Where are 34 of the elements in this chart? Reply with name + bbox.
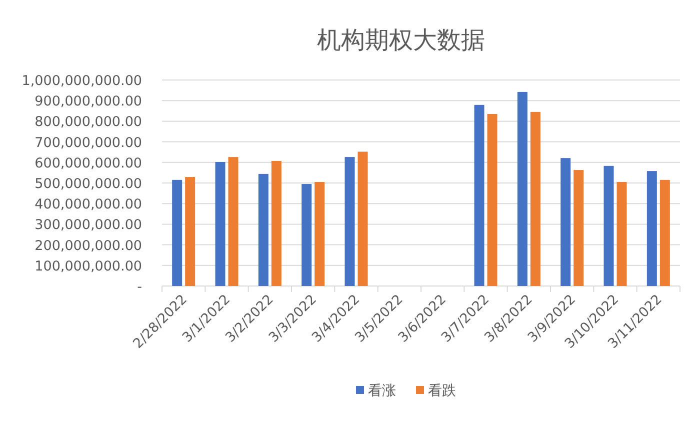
y-tick-label: 100,000,000.00 [34,258,142,274]
bar [358,152,368,286]
y-tick-label: 700,000,000.00 [34,134,142,151]
bar [604,166,614,286]
bar [215,162,226,286]
bar [530,112,540,286]
bar [258,174,268,286]
bar [616,182,627,286]
bar [474,104,484,286]
bar [646,171,657,286]
legend-label: 看涨 [368,383,396,399]
y-tick-label: 400,000,000.00 [34,196,142,213]
y-tick-label: - [137,279,142,295]
bar [574,170,584,286]
chart-title: 机构期权大数据 [317,26,485,54]
y-tick-label: 200,000,000.00 [34,238,142,254]
bar [487,114,498,286]
legend-label: 看跌 [428,383,456,399]
bar [344,157,355,286]
bar [560,158,571,286]
y-tick-label: 500,000,000.00 [34,176,142,192]
y-tick-label: 900,000,000.00 [34,94,142,110]
bar [517,92,528,286]
y-tick-label: 1,000,000,000.00 [22,73,142,89]
bar [185,177,196,286]
bar [271,160,282,286]
bar [228,157,238,286]
bar [172,180,182,286]
y-tick-label: 800,000,000.00 [34,114,142,130]
y-tick-label: 300,000,000.00 [34,217,142,234]
bar [302,184,312,286]
bar [660,180,670,286]
bar [314,182,325,286]
y-tick-label: 600,000,000.00 [34,155,142,172]
